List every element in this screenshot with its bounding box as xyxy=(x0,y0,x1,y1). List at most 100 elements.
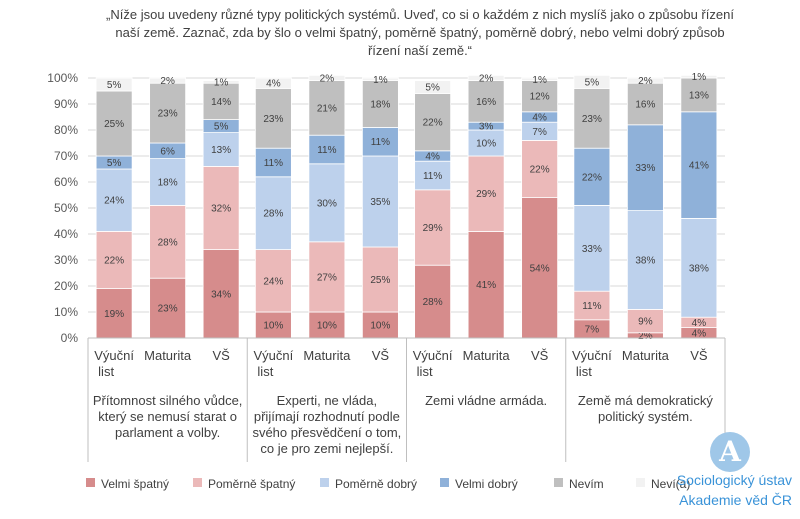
data-label: 10% xyxy=(317,321,337,332)
data-label: 41% xyxy=(476,280,496,291)
category-label: list xyxy=(257,364,273,379)
data-label: 25% xyxy=(370,275,390,286)
legend-swatch xyxy=(320,478,329,488)
bar-segment xyxy=(149,277,187,339)
bar-segment xyxy=(202,249,240,339)
bar-segment xyxy=(626,82,664,126)
legend-swatch xyxy=(193,478,202,488)
bar-segment xyxy=(308,163,346,243)
data-label: 5% xyxy=(425,83,440,94)
data-label: 5% xyxy=(585,77,600,88)
group-label: parlament a volby. xyxy=(115,425,220,440)
bar-segment xyxy=(95,90,133,157)
bar-segment xyxy=(361,127,399,157)
legend-item: Neví(a) xyxy=(636,476,690,494)
legend-label: Poměrně špatný xyxy=(208,476,296,491)
data-label: 35% xyxy=(370,197,390,208)
bar-segment xyxy=(202,82,240,120)
y-tick-label: 0% xyxy=(61,331,79,345)
data-label: 11% xyxy=(317,145,336,156)
data-label: 2% xyxy=(320,74,335,85)
data-label: 4% xyxy=(692,328,707,339)
data-label: 28% xyxy=(158,237,178,248)
data-label: 2% xyxy=(638,331,653,342)
legend-swatch xyxy=(86,478,95,488)
data-label: 18% xyxy=(158,178,178,189)
logo-line-1: Sociologický ústav xyxy=(676,472,792,488)
data-label: 28% xyxy=(423,297,443,308)
category-label: list xyxy=(98,364,114,379)
bar-segment xyxy=(149,77,187,84)
data-label: 21% xyxy=(317,103,337,114)
data-label: 13% xyxy=(211,145,231,156)
group-label: Zemi vládne armáda. xyxy=(425,393,547,408)
category-label: list xyxy=(576,364,592,379)
data-label: 38% xyxy=(689,263,709,274)
data-label: 12% xyxy=(530,92,550,103)
bar-segment xyxy=(414,80,452,94)
data-label: 5% xyxy=(214,122,229,133)
bar-segment xyxy=(467,75,505,82)
data-label: 32% xyxy=(211,204,231,215)
data-label: 11% xyxy=(582,301,601,312)
y-tick-label: 20% xyxy=(54,279,78,293)
bar-segment xyxy=(202,80,240,84)
category-label: Výuční xyxy=(572,348,612,363)
legend-swatch xyxy=(636,478,645,488)
data-label: 28% xyxy=(263,209,283,220)
bar-segment xyxy=(202,132,240,167)
group-label: který se nemusí starat o xyxy=(98,409,237,424)
data-label: 6% xyxy=(160,146,175,157)
group-label: Země má demokratický xyxy=(578,393,714,408)
legend-item: Poměrně špatný xyxy=(193,476,295,494)
data-label: 7% xyxy=(585,324,600,335)
data-label: 41% xyxy=(689,161,709,172)
data-label: 4% xyxy=(425,152,440,163)
category-label: Maturita xyxy=(144,348,192,363)
y-tick-label: 90% xyxy=(54,97,78,111)
data-label: 11% xyxy=(423,171,442,182)
data-label: 9% xyxy=(638,317,653,328)
data-label: 1% xyxy=(373,75,388,86)
bar-segment xyxy=(573,204,611,292)
category-label: list xyxy=(417,364,433,379)
bar-segment xyxy=(254,249,292,313)
legend-item: Nevím xyxy=(554,476,604,494)
y-tick-label: 70% xyxy=(54,149,78,163)
bar-segment xyxy=(254,147,292,178)
y-tick-label: 60% xyxy=(54,175,78,189)
data-label: 11% xyxy=(264,158,283,169)
data-label: 22% xyxy=(423,118,443,129)
data-label: 7% xyxy=(532,127,547,138)
bar-segment xyxy=(467,230,505,339)
bar-segment xyxy=(626,210,664,310)
data-label: 33% xyxy=(635,163,655,174)
bar-segment xyxy=(95,168,133,232)
data-label: 29% xyxy=(423,223,443,234)
bar-segment xyxy=(308,75,346,82)
data-label: 18% xyxy=(370,100,390,111)
data-label: 34% xyxy=(211,289,231,300)
bar-segment xyxy=(521,197,559,339)
group-label: co je pro zemi nejlepší. xyxy=(260,441,393,456)
data-label: 5% xyxy=(107,158,122,169)
data-label: 10% xyxy=(370,321,390,332)
category-label: Maturita xyxy=(463,348,511,363)
group-label: politický systém. xyxy=(598,409,693,424)
data-label: 14% xyxy=(211,97,231,108)
institute-logo: A Sociologický ústav Akademie věd ČR xyxy=(668,428,800,519)
data-label: 38% xyxy=(635,256,655,267)
category-label: VŠ xyxy=(372,348,390,363)
data-label: 2% xyxy=(479,74,494,85)
category-label: Maturita xyxy=(303,348,351,363)
group-label: Přítomnost silného vůdce, xyxy=(93,393,243,408)
legend-label: Poměrně dobrý xyxy=(335,476,418,491)
data-label: 23% xyxy=(582,114,602,125)
bar-segment xyxy=(680,75,718,79)
data-label: 2% xyxy=(638,76,653,87)
bar-segment xyxy=(361,246,399,313)
data-label: 2% xyxy=(160,76,175,87)
data-label: 4% xyxy=(266,79,281,90)
legend-item: Velmi dobrý xyxy=(440,476,518,494)
legend-swatch xyxy=(440,478,449,488)
